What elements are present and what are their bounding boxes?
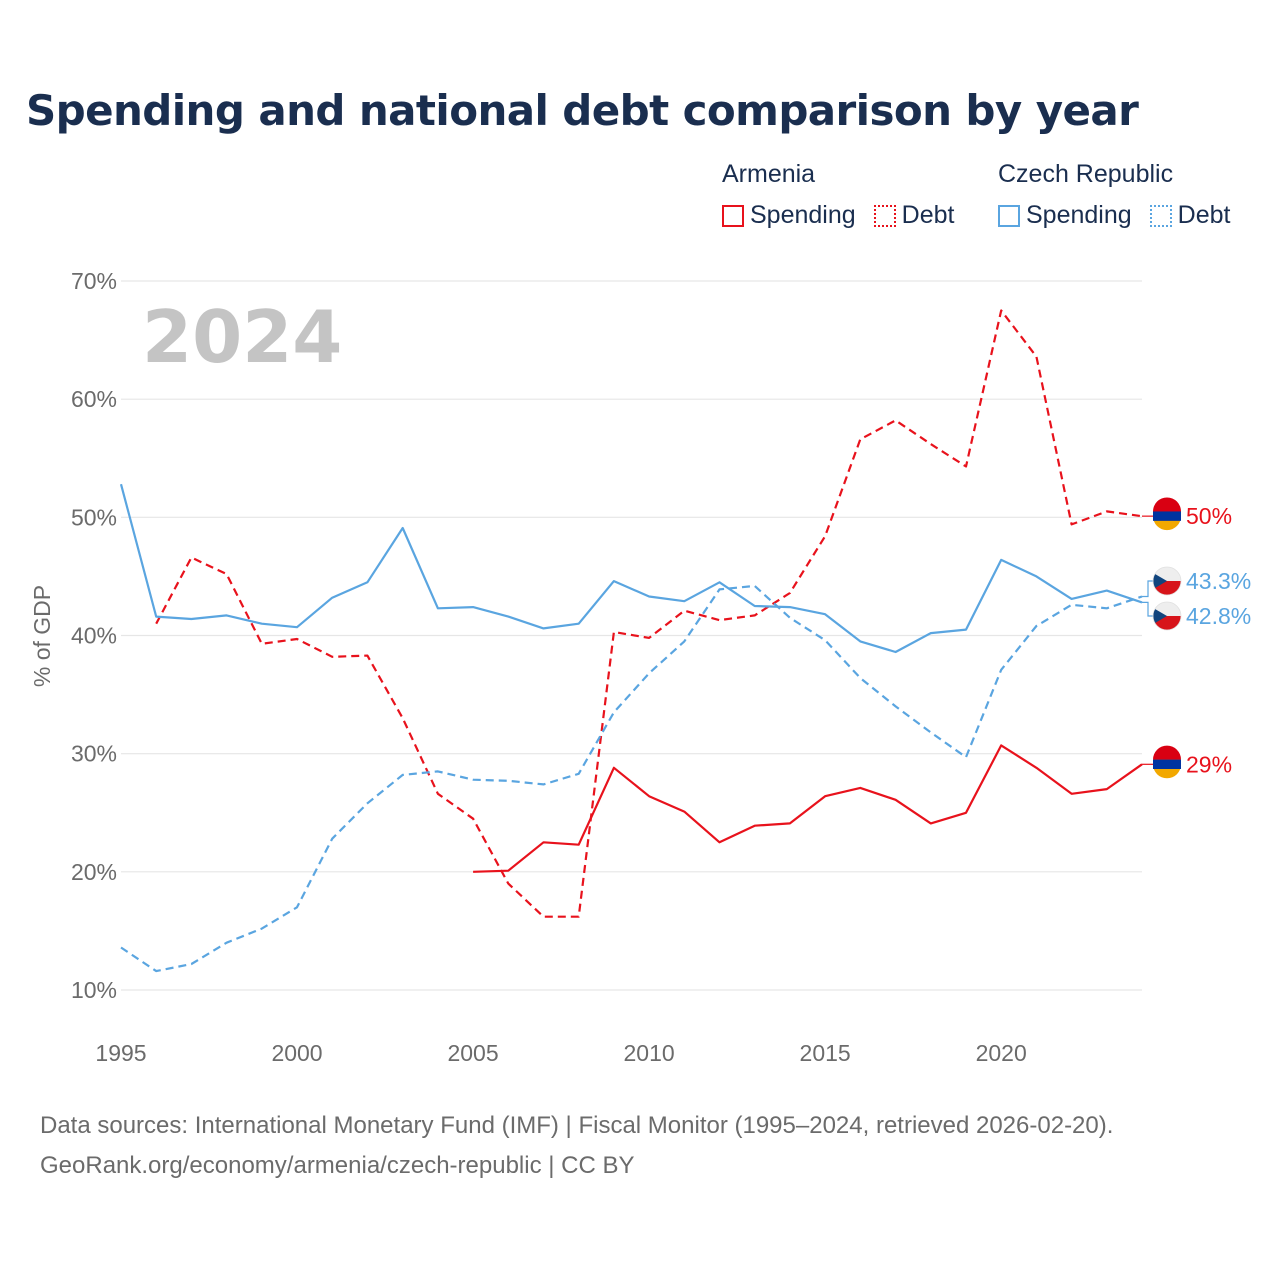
x-tick-label: 1995	[95, 1040, 146, 1066]
legend-group-czech: Czech Republic Spending Debt	[998, 160, 1230, 230]
y-tick-label: 20%	[71, 859, 117, 885]
y-tick-label: 40%	[71, 623, 117, 649]
year-watermark: 2024	[142, 295, 342, 379]
grid-lines	[121, 280, 1142, 991]
legend-label-armenia-spending: Spending	[750, 201, 856, 229]
y-tick-label: 70%	[71, 268, 117, 294]
series-line-armenia-debt	[155, 309, 1143, 918]
y-axis-ticks: 10% 20% 30% 40% 50% 60% 70%	[71, 268, 117, 1003]
legend-country-armenia: Armenia	[722, 160, 816, 188]
x-tick-label: 2005	[447, 1040, 498, 1066]
flag-icon-czech-debt	[1152, 566, 1182, 596]
legend-label-czech-spending: Spending	[1026, 201, 1132, 229]
source-url-license: GeoRank.org/economy/armenia/czech-republ…	[40, 1152, 635, 1179]
y-tick-label: 10%	[71, 977, 117, 1003]
leader-line-czech-spending	[1142, 601, 1154, 617]
x-axis-ticks: 1995 2000 2005 2010 2015 2020	[95, 1040, 1026, 1066]
y-axis-label: % of GDP	[29, 585, 55, 687]
end-label-armenia-debt: 50%	[1186, 503, 1232, 529]
x-tick-label: 2000	[271, 1040, 322, 1066]
series-line-czech-debt	[120, 584, 1143, 973]
legend-swatch-czech-spending	[998, 204, 1020, 227]
legend-swatch-czech-debt	[1149, 204, 1172, 227]
legend-item-armenia-spending[interactable]: Spending	[722, 201, 856, 230]
legend-swatch-armenia-spending	[722, 204, 744, 227]
legend-group-armenia: Armenia Spending Debt	[722, 160, 972, 230]
end-label-armenia-spending: 29%	[1186, 751, 1232, 777]
chart-title: Spending and national debt comparison by…	[26, 86, 1139, 135]
series-line-armenia-spending	[473, 744, 1143, 873]
legend-item-czech-spending[interactable]: Spending	[998, 201, 1132, 230]
flag-icon-armenia-debt	[1153, 497, 1181, 531]
legend-item-czech-debt[interactable]: Debt	[1149, 201, 1231, 230]
x-tick-label: 2015	[800, 1040, 851, 1066]
y-tick-label: 60%	[71, 386, 117, 412]
legend-label-armenia-debt: Debt	[901, 201, 955, 229]
series-lines	[119, 309, 1143, 973]
x-tick-label: 2020	[976, 1040, 1027, 1066]
x-tick-label: 2010	[624, 1040, 675, 1066]
legend-item-armenia-debt[interactable]: Debt	[873, 201, 955, 230]
y-tick-label: 50%	[71, 504, 117, 530]
end-label-czech-spending: 42.8%	[1186, 603, 1251, 629]
data-source-note: Data sources: International Monetary Fun…	[40, 1112, 1114, 1139]
legend-swatch-armenia-debt	[873, 204, 896, 227]
leader-line-czech-debt	[1142, 580, 1154, 598]
flag-icon-czech-spending	[1152, 601, 1182, 631]
legend-country-czech: Czech Republic	[998, 160, 1174, 188]
y-tick-label: 30%	[71, 741, 117, 767]
series-line-czech-spending	[119, 483, 1143, 654]
footer: Data sources: International Monetary Fun…	[40, 1106, 1113, 1186]
end-label-czech-debt: 43.3%	[1186, 568, 1251, 594]
legend-label-czech-debt: Debt	[1177, 201, 1231, 229]
end-labels: 50% 29% 42.8% 43.3%	[1142, 497, 1251, 779]
flag-icon-armenia-spending	[1153, 745, 1181, 779]
